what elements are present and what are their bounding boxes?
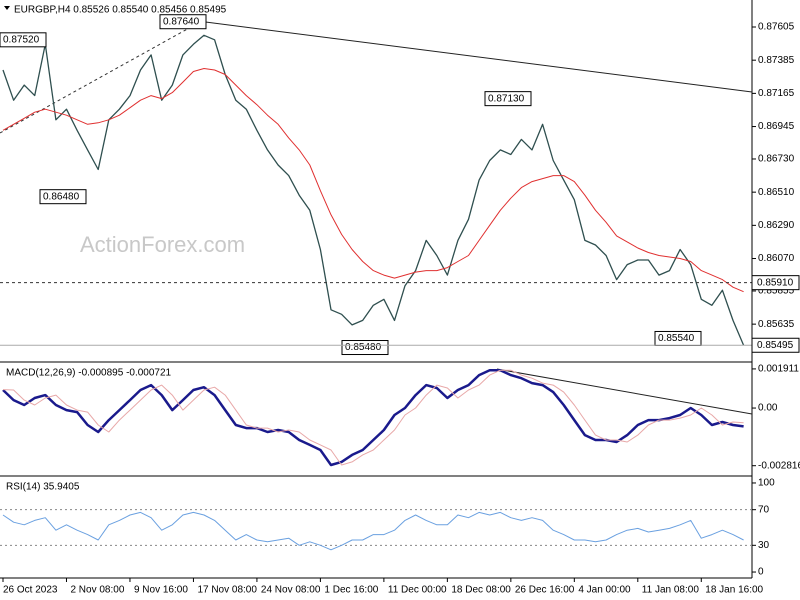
watermark: ActionForex.com	[80, 232, 245, 257]
y-tick-label: 0	[758, 567, 764, 578]
series-line	[2, 368, 744, 467]
y-tick-label: 0.00	[758, 403, 778, 414]
x-tick-label: 4 Jan 00:00	[578, 585, 631, 596]
y-tick-label: 0.87165	[758, 88, 795, 99]
trend-line	[189, 19, 753, 93]
trend-line	[0, 21, 201, 134]
y-tick-label: 0.86730	[758, 154, 795, 165]
x-tick-label: 24 Nov 08:00	[261, 585, 321, 596]
y-tick-label: 0.86070	[758, 253, 795, 264]
last-price-box	[751, 337, 800, 353]
x-tick-label: 11 Dec 00:00	[388, 585, 447, 596]
x-tick-label: 11 Jan 08:00	[642, 585, 700, 596]
price-label: 0.85540	[658, 333, 695, 344]
series-line	[2, 369, 744, 466]
price-label: 0.86480	[43, 191, 80, 202]
menu-arrow	[4, 6, 10, 10]
y-tick-label: -0.002816	[758, 460, 800, 471]
series-line	[2, 34, 745, 346]
x-tick-label: 17 Nov 08:00	[197, 585, 257, 596]
y-tick-label: 30	[758, 540, 770, 551]
panel-title: MACD(12,26,9) -0.000895 -0.000721	[6, 368, 172, 379]
y-tick-label: 100	[758, 478, 775, 489]
x-tick-label: 1 Dec 16:00	[324, 585, 378, 596]
x-tick-label: 18 Jan 16:00	[705, 585, 763, 596]
panel-title: RSI(14) 35.9405	[6, 482, 80, 493]
x-tick-label: 2 Nov 08:00	[70, 585, 124, 596]
y-tick-label: 0.85855	[758, 286, 795, 297]
y-tick-label: 0.86510	[758, 187, 795, 198]
price-label-box	[341, 340, 389, 356]
series-line	[2, 511, 744, 551]
last-price-label: 0.85495	[757, 340, 794, 351]
price-label-box	[39, 189, 87, 205]
y-tick-label: 0.86945	[758, 121, 795, 132]
price-label-box	[484, 91, 532, 107]
price-label: 0.87130	[488, 93, 525, 104]
y-tick-label: 0.86290	[758, 220, 795, 231]
level-box	[751, 275, 800, 291]
y-tick-label: 0.87385	[758, 55, 795, 66]
panel-title: EURGBP,H4 0.85526 0.85540 0.85456 0.8549…	[14, 5, 227, 16]
trend-line	[496, 368, 753, 415]
x-tick-label: 9 Nov 16:00	[134, 585, 188, 596]
y-tick-label: 70	[758, 504, 770, 515]
y-tick-label: 0.85635	[758, 319, 795, 330]
price-label-box	[159, 14, 207, 30]
x-tick-label: 26 Dec 16:00	[515, 585, 575, 596]
series-line	[2, 68, 744, 293]
price-label: 0.85480	[345, 342, 382, 353]
price-label: 0.87520	[3, 34, 40, 45]
x-tick-label: 18 Dec 08:00	[451, 585, 511, 596]
y-tick-label: 0.87605	[758, 22, 795, 33]
price-label-box	[0, 32, 47, 48]
price-label: 0.87640	[163, 16, 200, 27]
level-label: 0.85910	[757, 277, 794, 288]
y-tick-label: 0.001911	[758, 364, 799, 375]
x-tick-label: 26 Oct 2023	[3, 585, 58, 596]
